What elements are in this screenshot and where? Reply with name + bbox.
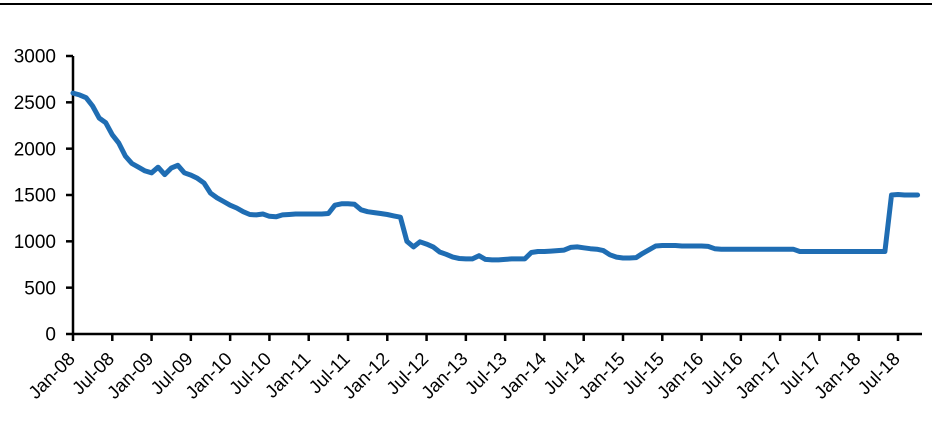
x-tick-label: Jul-18 bbox=[853, 348, 903, 398]
y-tick-label: 3000 bbox=[14, 47, 56, 68]
y-tick-label: 1000 bbox=[14, 232, 56, 253]
y-tick-label: 500 bbox=[24, 278, 56, 299]
x-tick-label: Jan-11 bbox=[261, 348, 315, 402]
x-tick-label: Jan-08 bbox=[24, 348, 79, 403]
top-divider bbox=[0, 3, 932, 5]
y-tick-label: 2000 bbox=[14, 139, 56, 160]
axis-frame bbox=[71, 56, 922, 336]
series-line bbox=[70, 90, 921, 263]
y-tick-label: 0 bbox=[45, 325, 56, 346]
y-tick-label: 2500 bbox=[14, 93, 56, 114]
y-tick-label: 1500 bbox=[14, 186, 56, 207]
